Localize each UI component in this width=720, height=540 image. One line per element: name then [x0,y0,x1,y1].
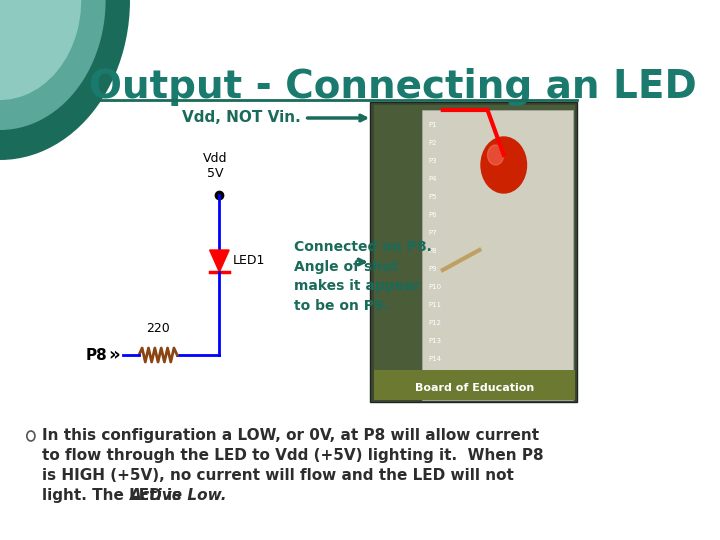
Text: P3: P3 [428,158,437,164]
Text: P8: P8 [428,248,437,254]
Text: P6: P6 [428,212,437,218]
Text: »: » [108,346,120,364]
FancyBboxPatch shape [374,105,575,400]
Text: In this configuration a LOW, or 0V, at P8 will allow current: In this configuration a LOW, or 0V, at P… [42,428,539,443]
Text: P8: P8 [85,348,107,362]
Circle shape [481,137,526,193]
Wedge shape [0,0,106,130]
Text: P2: P2 [428,140,437,146]
Text: Vdd, NOT Vin.: Vdd, NOT Vin. [182,111,301,125]
Text: P1: P1 [428,122,437,128]
Text: Board of Education: Board of Education [415,383,534,393]
Polygon shape [210,250,229,272]
Text: P12: P12 [428,320,441,326]
Text: P11: P11 [428,302,441,308]
Circle shape [487,145,504,165]
Wedge shape [0,0,130,160]
Text: is HIGH (+5V), no current will flow and the LED will not: is HIGH (+5V), no current will flow and … [42,468,514,483]
Text: Connected on P8.
Angle of shot
makes it appear
to be on P9.: Connected on P8. Angle of shot makes it … [294,240,432,313]
Text: Vdd
5V: Vdd 5V [203,152,228,180]
Text: P14: P14 [428,356,441,362]
Text: P7: P7 [428,230,437,236]
FancyBboxPatch shape [423,110,573,400]
Text: 220: 220 [146,322,170,335]
Text: light. The LED is: light. The LED is [42,488,186,503]
FancyBboxPatch shape [369,102,577,402]
Text: P4: P4 [428,176,437,182]
Text: P13: P13 [428,338,441,344]
Text: P5: P5 [428,194,437,200]
Text: Output - Connecting an LED: Output - Connecting an LED [89,68,697,106]
FancyBboxPatch shape [374,370,575,400]
Text: Active Low.: Active Low. [130,488,228,503]
Text: LED1: LED1 [233,254,265,267]
Text: P9: P9 [428,266,437,272]
Text: to flow through the LED to Vdd (+5V) lighting it.  When P8: to flow through the LED to Vdd (+5V) lig… [42,448,544,463]
Wedge shape [0,0,81,100]
Text: P10: P10 [428,284,441,290]
